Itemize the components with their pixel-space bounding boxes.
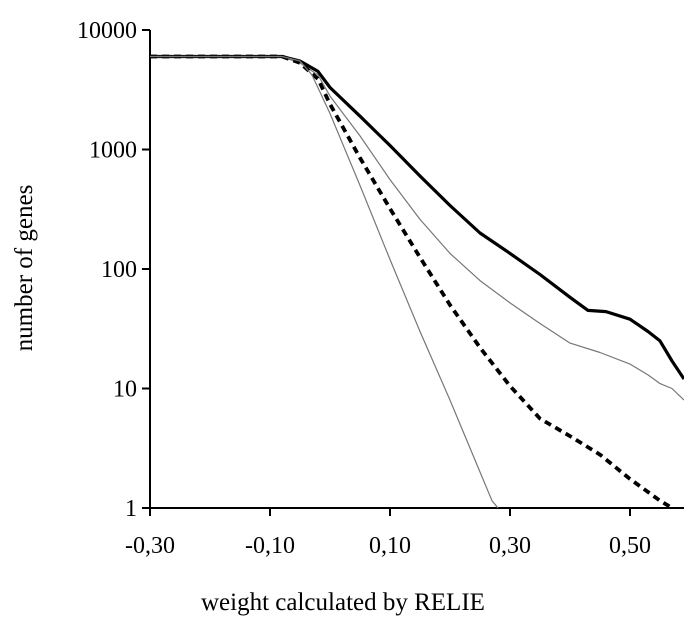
series-line-4 [150, 55, 499, 509]
x-tick-label: 0,50 [609, 533, 651, 559]
series-line-1 [150, 54, 684, 380]
y-ticks: 1 10 100 1000 10000 [77, 18, 150, 522]
x-ticks: -0,30 -0,10 0,10 0,30 0,50 [125, 508, 651, 559]
x-axis-title: weight calculated by RELIE [201, 589, 485, 616]
plot-area: 1 10 100 1000 10000 -0,30 -0,10 0,10 0,30 0,50 [77, 18, 684, 559]
y-tick-label: 10 [113, 377, 137, 403]
y-tick-label: 100 [101, 257, 137, 283]
y-tick-label: 1000 [89, 138, 137, 164]
series-line-2 [150, 55, 684, 401]
x-tick-label: 0,30 [489, 533, 531, 559]
y-tick-label: 1 [125, 496, 137, 522]
x-tick-label: 0,10 [369, 533, 411, 559]
y-tick-label: 10000 [77, 18, 137, 44]
series-group [150, 54, 684, 510]
y-axis-title: number of genes [11, 185, 38, 352]
series-line-3 [150, 54, 673, 510]
x-tick-label: -0,30 [125, 533, 175, 559]
x-tick-label: -0,10 [245, 533, 295, 559]
